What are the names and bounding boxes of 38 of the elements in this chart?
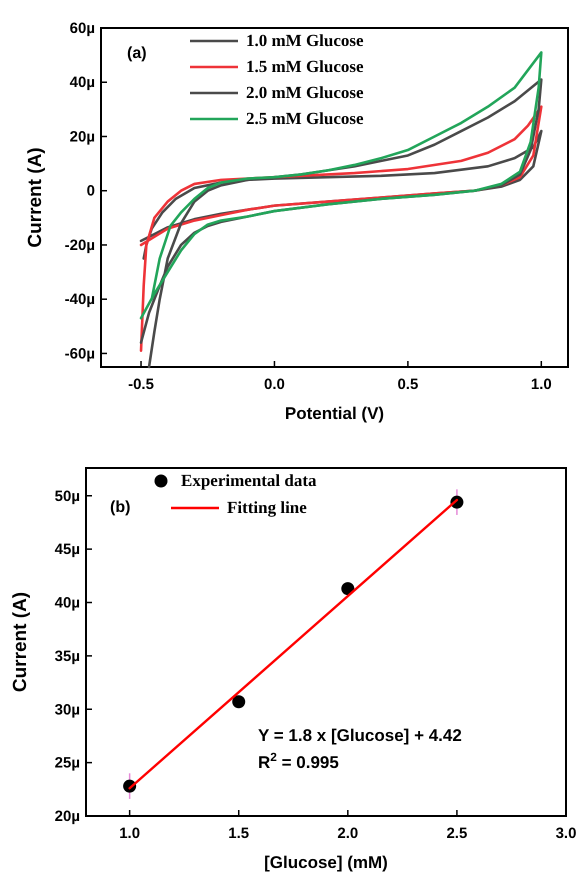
legend-label: Experimental data — [181, 471, 318, 490]
y-tick-label: 20µ — [70, 128, 95, 146]
x-axis-title: [Glucose] (mM) — [264, 853, 388, 872]
y-tick-label: 35µ — [54, 648, 80, 665]
x-tick-label: 2.5 — [446, 825, 468, 842]
x-axis-title: Potential (V) — [284, 404, 384, 423]
x-tick-label: -0.5 — [128, 376, 154, 393]
annotation: Y = 1.8 x [Glucose] + 4.42 — [258, 726, 462, 745]
annotation: R$^{2}$ = 0.995 — [258, 750, 339, 772]
y-tick-label: 25µ — [54, 754, 80, 772]
y-tick-label: -20µ — [64, 236, 95, 254]
x-tick-label: 1.0 — [530, 376, 552, 393]
legend-label: 2.0 mM Glucose — [246, 83, 364, 102]
x-tick-label: 1.0 — [119, 825, 140, 842]
y-tick-label: 45µ — [54, 541, 80, 558]
y-tick-label: 20µ — [54, 808, 80, 825]
y-tick-label: -60µ — [64, 345, 95, 362]
x-tick-label: 2.0 — [337, 825, 358, 842]
x-tick-label: 0.5 — [397, 376, 418, 393]
y-tick-label: 40µ — [54, 594, 80, 612]
legend-label: Fitting line — [227, 498, 308, 517]
x-tick-label: 3.0 — [556, 825, 576, 842]
y-tick-label: -40µ — [64, 291, 95, 308]
annotation: (a) — [127, 45, 147, 62]
x-tick-label: 0.0 — [264, 376, 285, 393]
y-tick-label: 40µ — [70, 74, 95, 92]
y-tick-label: 60µ — [70, 20, 95, 37]
y-axis-title: Current (A) — [10, 592, 31, 692]
point — [232, 695, 246, 708]
legend-label: 1.0 mM Glucose — [246, 31, 364, 50]
y-tick-label: 50µ — [54, 488, 80, 505]
x-tick-label: 1.5 — [228, 825, 250, 842]
legend-label: 1.5 mM Glucose — [246, 57, 364, 76]
y-tick-label: 30µ — [54, 701, 80, 718]
annotation: (b) — [110, 499, 130, 516]
legend-label: 2.5 mM Glucose — [246, 109, 364, 128]
y-tick-label: 0 — [86, 182, 95, 200]
y-axis-title: Current (A) — [25, 147, 46, 248]
